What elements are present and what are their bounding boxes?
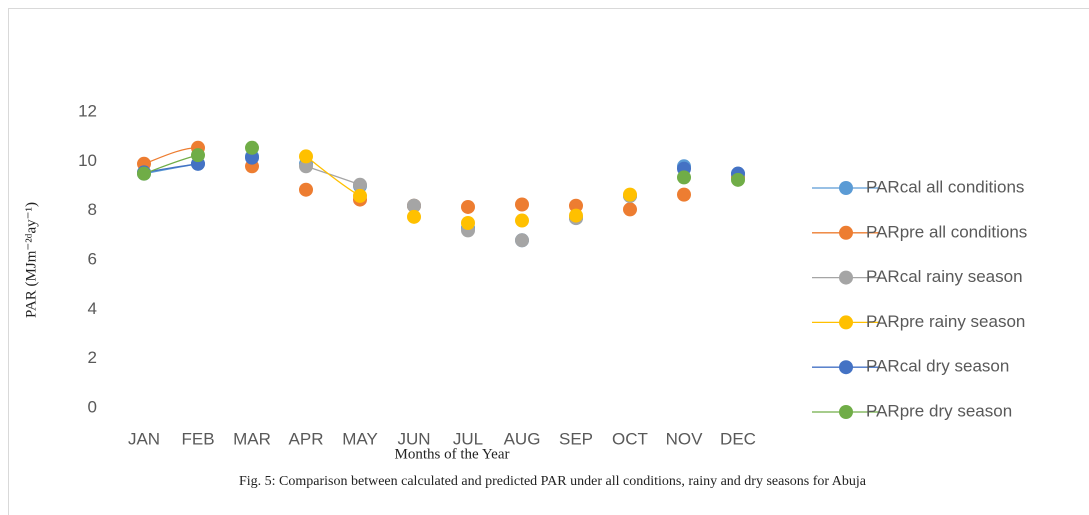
legend-label: PARcal dry season xyxy=(866,357,1009,376)
data-point xyxy=(353,188,367,203)
data-point xyxy=(461,216,475,230)
legend-marker xyxy=(839,405,853,419)
x-tick-label: SEP xyxy=(559,429,593,448)
legend-label: PARpre all conditions xyxy=(866,222,1027,241)
x-tick-label: NOV xyxy=(666,429,704,448)
data-point xyxy=(569,198,583,213)
series-line xyxy=(143,147,199,165)
y-tick-label: 0 xyxy=(88,397,97,416)
x-axis-label: Months of the Year xyxy=(395,446,510,462)
data-point xyxy=(461,199,475,214)
y-tick-label: 6 xyxy=(88,249,97,268)
x-tick-label: APR xyxy=(289,429,324,448)
y-tick-label: 4 xyxy=(88,299,97,318)
legend-marker xyxy=(839,270,853,285)
legend-marker xyxy=(839,181,853,195)
data-point xyxy=(515,233,529,248)
legend-marker xyxy=(839,315,853,330)
y-tick-label: 2 xyxy=(88,348,97,367)
legend-label: PARcal rainy season xyxy=(866,267,1023,286)
data-point xyxy=(623,202,637,217)
y-tick-label: 10 xyxy=(78,151,97,170)
x-tick-label: JAN xyxy=(128,429,160,448)
y-tick-label: 12 xyxy=(78,101,97,120)
x-tick-label: MAY xyxy=(342,429,378,448)
chart-frame xyxy=(8,8,1089,515)
x-tick-label: OCT xyxy=(612,429,648,448)
data-point xyxy=(137,166,151,181)
data-point xyxy=(299,149,313,164)
data-point xyxy=(299,159,313,174)
data-point xyxy=(623,187,637,202)
legend-marker xyxy=(839,360,853,375)
data-point xyxy=(677,187,691,202)
y-tick-label: 8 xyxy=(88,200,97,219)
data-point xyxy=(569,208,583,223)
data-point xyxy=(245,150,259,165)
data-point xyxy=(353,177,367,192)
data-point xyxy=(191,148,205,163)
data-point xyxy=(299,182,313,197)
x-tick-label: FEB xyxy=(181,429,214,448)
x-tick-label: JUL xyxy=(453,429,483,448)
legend-marker xyxy=(839,225,853,240)
x-tick-label: JUN xyxy=(397,429,430,448)
x-tick-label: DEC xyxy=(720,429,756,448)
data-point xyxy=(731,172,745,187)
caption: Fig. 5: Comparison between calculated an… xyxy=(238,474,866,489)
legend-label: PARpre dry season xyxy=(866,401,1012,420)
x-tick-label: MAR xyxy=(233,429,271,448)
data-point xyxy=(407,198,421,213)
data-point xyxy=(515,213,529,228)
data-point xyxy=(677,170,691,185)
y-axis-label: PAR (MJm⁻²ᵈay⁻¹) xyxy=(23,202,39,318)
data-point xyxy=(245,140,259,155)
legend-label: PARpre rainy season xyxy=(866,312,1025,331)
series-line xyxy=(305,165,361,186)
legend-label: PARcal all conditions xyxy=(866,177,1024,196)
series-line xyxy=(305,155,361,197)
data-point xyxy=(515,197,529,212)
data-point xyxy=(407,209,421,224)
x-tick-label: AUG xyxy=(504,429,541,448)
